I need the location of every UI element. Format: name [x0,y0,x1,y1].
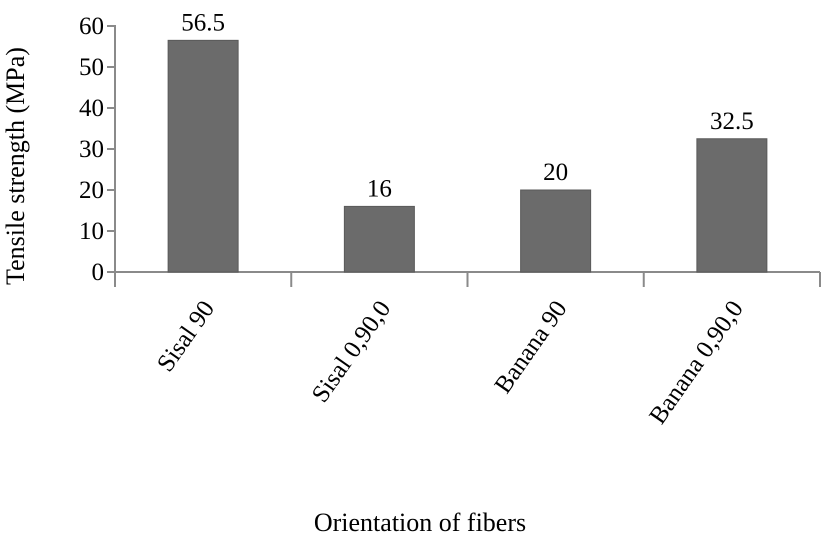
value-label: 56.5 [181,9,225,36]
bars [167,39,768,273]
y-tick-label: 50 [79,54,104,81]
y-tick-label: 30 [79,136,104,163]
category-label: Banana 90 [489,296,572,398]
value-label: 16 [367,175,392,202]
y-tick-label: 40 [79,95,104,122]
y-tick-label: 10 [79,218,104,245]
value-labels: 56.5 16 20 32.5 [181,9,754,202]
bar [696,138,768,273]
bar [167,39,239,273]
y-tick-label: 0 [92,259,105,286]
y-axis-title: Tensile strength (MPa) [1,47,30,285]
category-label: Banana 0,90,0 [644,296,749,429]
value-label: 32.5 [710,108,754,135]
bar [520,189,592,273]
y-tick-label: 20 [79,177,104,204]
category-label: Sisal 0,90,0 [307,296,396,408]
y-axis: 0 10 20 30 40 50 60 [79,13,116,286]
value-label: 20 [543,159,568,186]
category-label: Sisal 90 [152,296,220,377]
y-tick-label: 60 [79,13,104,40]
x-axis: Sisal 90 Sisal 0,90,0 Banana 90 Banana 0,90… [107,271,821,429]
x-axis-title: Orientation of fibers [314,508,526,537]
bar [343,205,415,273]
